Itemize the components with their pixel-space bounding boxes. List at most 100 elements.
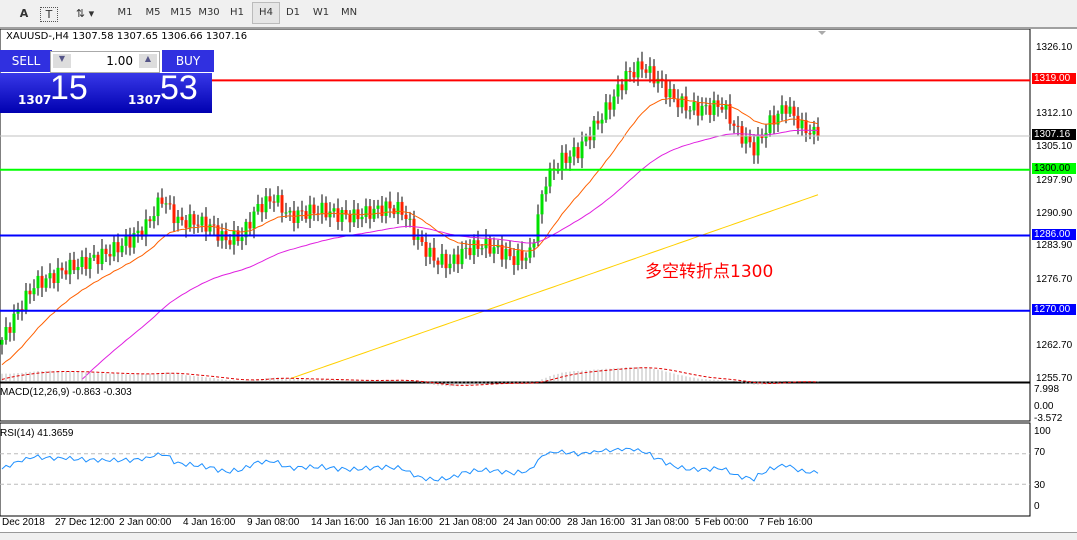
price-tick: 1255.70 <box>1036 373 1073 384</box>
candle-body <box>560 152 564 171</box>
candle-body <box>48 273 52 279</box>
candle-body <box>240 237 244 242</box>
text-label-tool-icon[interactable]: T <box>40 7 58 22</box>
time-label: 4 Jan 16:00 <box>183 517 236 528</box>
timeframe-m1[interactable]: M1 <box>117 7 133 18</box>
timeframe-w1[interactable]: W1 <box>312 7 330 18</box>
candle-body <box>628 71 632 73</box>
sell-price-big: 15 <box>50 69 88 107</box>
time-label: 28 Jan 16:00 <box>567 517 625 528</box>
level-tag: 1319.00 <box>1032 73 1076 85</box>
candle-body <box>720 106 724 110</box>
time-label: 24 Jan 00:00 <box>503 517 561 528</box>
level-tag: 1300.00 <box>1032 162 1076 174</box>
ma-slow-line <box>289 194 819 380</box>
sell-price-small: 1307 <box>18 93 52 107</box>
timeframe-d1[interactable]: D1 <box>285 7 301 18</box>
level-tag: 1270.00 <box>1032 303 1076 315</box>
candle-body <box>728 104 732 124</box>
candle-body <box>376 205 380 209</box>
candle-body <box>596 120 600 124</box>
timeframe-m30[interactable]: M30 <box>198 7 220 18</box>
candle-body <box>472 240 476 256</box>
candle-body <box>248 221 252 229</box>
candle-body <box>636 61 640 78</box>
candle-body <box>704 105 708 107</box>
candle-body <box>216 225 220 241</box>
candle-body <box>320 202 324 215</box>
macd-tick: 7.998 <box>1034 384 1060 395</box>
candle-body <box>520 250 524 261</box>
lot-value[interactable]: 1.00 <box>106 54 133 68</box>
candle-body <box>584 136 588 142</box>
candle-body <box>76 267 80 271</box>
lot-decrease-button[interactable]: ▼ <box>53 54 71 68</box>
ma-mid-line <box>81 129 819 380</box>
timeframe-mn[interactable]: MN <box>340 7 358 18</box>
candle-body <box>732 123 736 126</box>
candle-body <box>152 216 156 222</box>
candle-body <box>776 113 780 125</box>
candle-body <box>232 230 236 245</box>
candle-body <box>632 71 636 78</box>
candle-body <box>92 254 96 258</box>
sell-button[interactable]: SELL <box>0 50 52 72</box>
bottom-scrollbar[interactable] <box>0 532 1077 540</box>
candle-body <box>540 194 544 215</box>
candle-body <box>612 96 616 110</box>
candle-body <box>680 96 684 108</box>
timeframe-h1[interactable]: H1 <box>230 7 244 18</box>
lot-increase-button[interactable]: ▲ <box>139 54 157 68</box>
candle-body <box>444 253 448 269</box>
candle-body <box>368 206 372 219</box>
candle-body <box>492 247 496 254</box>
candle-body <box>104 248 108 254</box>
arrows-tool-icon[interactable]: ⇅ ▾ <box>75 7 95 20</box>
sell-price[interactable]: 1307 15 <box>0 69 106 113</box>
candle-body <box>228 240 232 245</box>
timeframe-m15[interactable]: M15 <box>170 7 192 18</box>
candle-body <box>500 244 504 260</box>
candle-body <box>32 288 36 295</box>
text-tool-icon[interactable]: A <box>19 7 29 20</box>
candle-body <box>204 216 208 232</box>
candle-body <box>312 204 316 214</box>
macd-signal-line <box>1 367 819 386</box>
candle-body <box>308 204 312 219</box>
ma-fast-line <box>1 97 819 366</box>
timeframe-m5[interactable]: M5 <box>145 7 161 18</box>
candle-body <box>44 278 48 288</box>
candle-body <box>4 327 8 340</box>
time-label: 9 Jan 08:00 <box>247 517 300 528</box>
timeframe-h4[interactable]: H4 <box>252 2 280 24</box>
price-chart[interactable] <box>0 29 1077 539</box>
buy-button[interactable]: BUY <box>162 50 214 72</box>
candle-body <box>676 99 680 108</box>
candle-body <box>480 248 484 250</box>
candle-body <box>68 259 72 275</box>
candle-body <box>300 210 304 212</box>
buy-price[interactable]: 1307 53 <box>106 69 212 113</box>
candle-body <box>176 216 180 224</box>
candle-body <box>744 136 748 144</box>
rsi-tick: 30 <box>1034 480 1046 491</box>
buy-price-small: 1307 <box>128 93 162 107</box>
candle-body <box>536 214 540 243</box>
candle-body <box>692 101 696 111</box>
candle-body <box>156 197 160 217</box>
candle-body <box>412 218 416 240</box>
candle-body <box>420 237 424 242</box>
lot-input[interactable]: ▼ 1.00 ▲ <box>50 51 160 73</box>
candle-body <box>268 196 272 202</box>
candle-body <box>280 195 284 213</box>
candle-body <box>60 267 64 271</box>
rsi-panel-frame <box>0 422 1031 517</box>
candle-body <box>52 273 56 284</box>
macd-panel-frame <box>0 382 1031 422</box>
candle-body <box>512 256 516 265</box>
candle-body <box>436 260 440 265</box>
macd-tick: -3.572 <box>1034 413 1063 424</box>
candle-body <box>352 209 356 223</box>
candle-body <box>664 80 668 98</box>
candle-body <box>608 102 612 110</box>
